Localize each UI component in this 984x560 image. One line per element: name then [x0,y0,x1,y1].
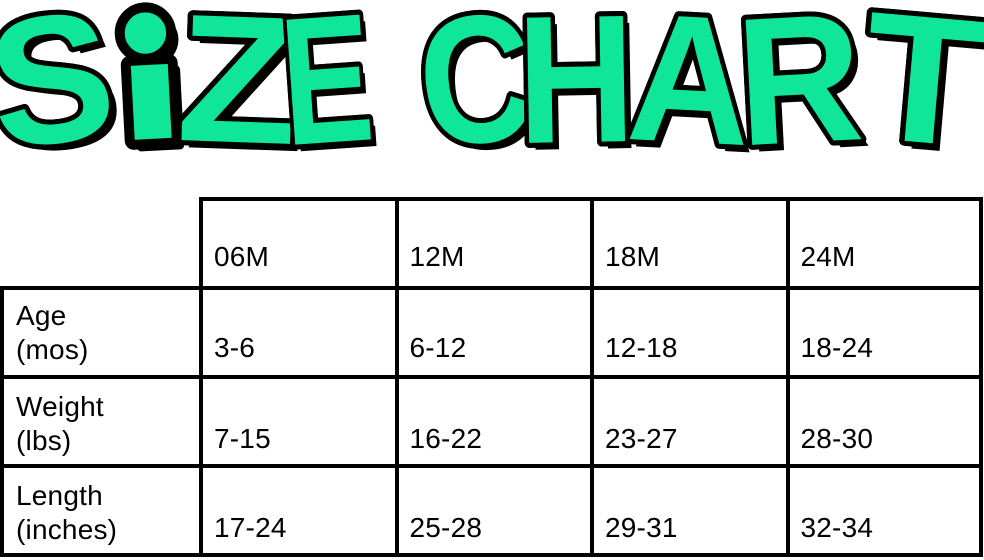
svg-text:H: H [515,0,636,182]
svg-text:E: E [275,0,379,184]
svg-text:T: T [856,0,984,187]
svg-text:S: S [0,0,125,188]
svg-text:R: R [732,0,867,184]
